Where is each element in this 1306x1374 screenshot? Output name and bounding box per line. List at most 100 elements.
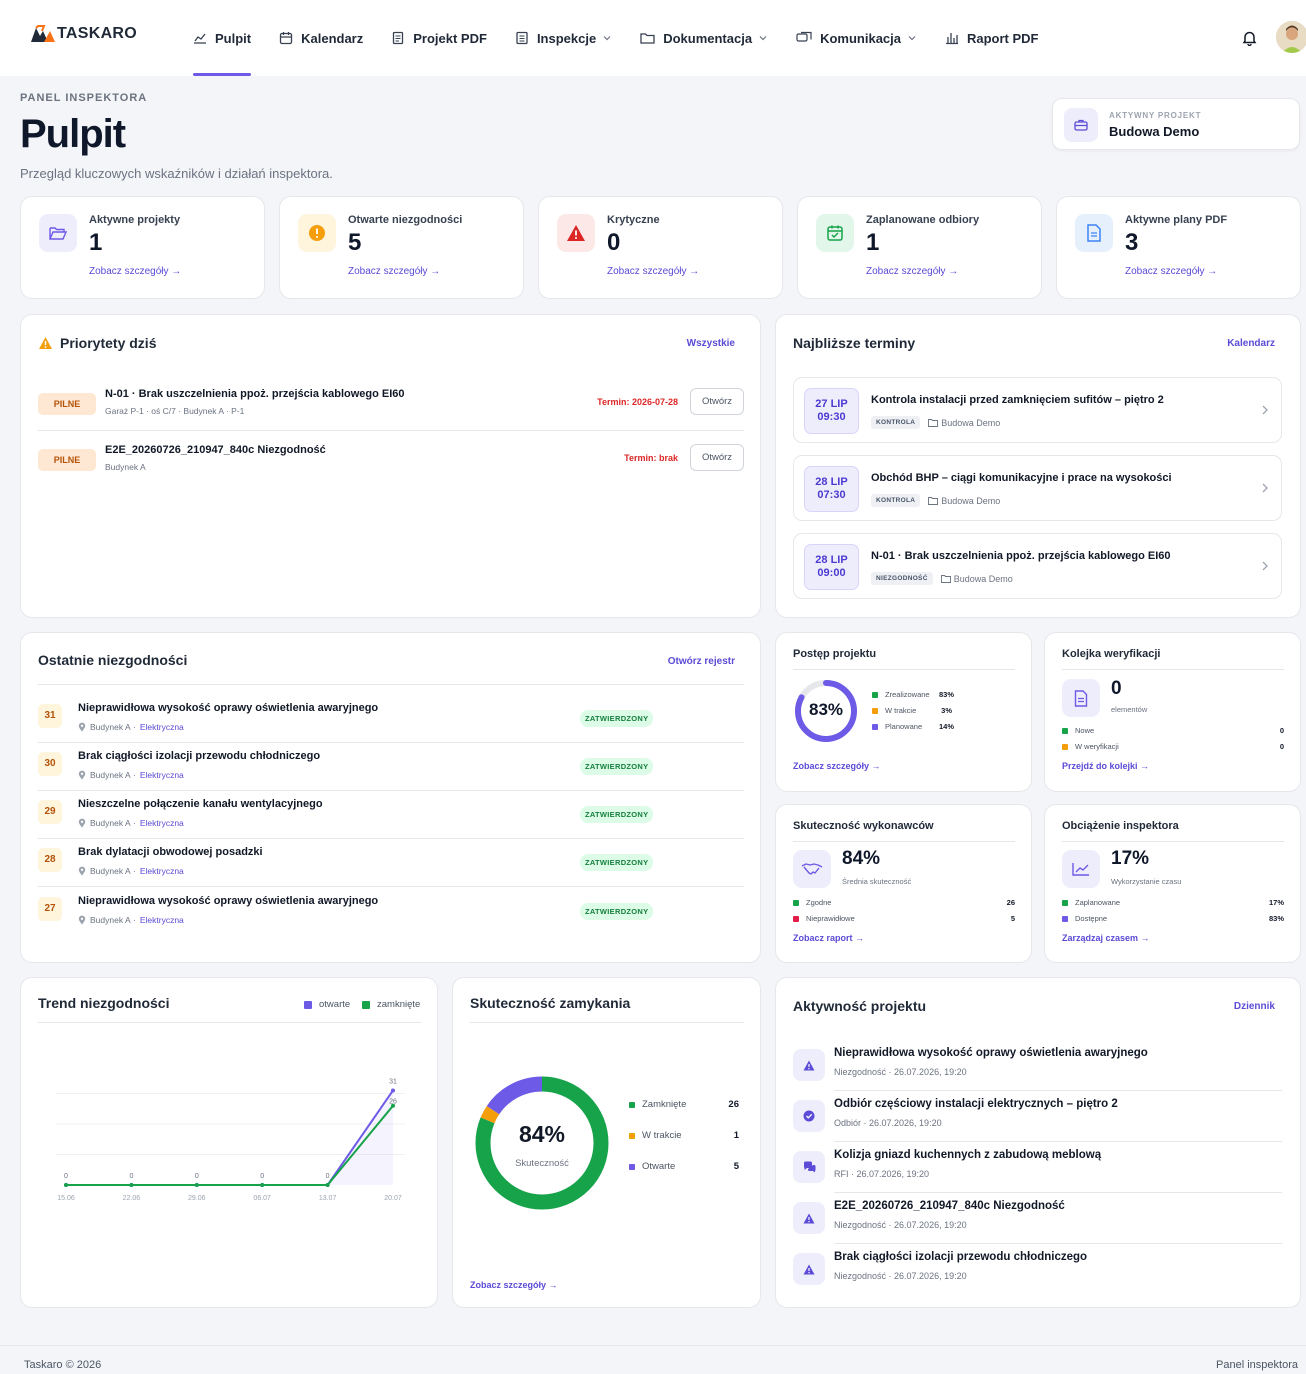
priorities-all-link[interactable]: Wszystkie bbox=[686, 338, 735, 349]
open-button[interactable]: Otwórz bbox=[690, 388, 744, 415]
queue-link[interactable]: Przejdź do kolejki → bbox=[1062, 761, 1150, 771]
deadline-item[interactable]: 27 LIP 09:30 Kontrola instalacji przed za… bbox=[793, 377, 1282, 443]
stat-details-link[interactable]: Zobacz szczegóły → bbox=[89, 266, 182, 277]
issue-row[interactable]: 31 Nieprawidłowa wysokość oprawy oświetl… bbox=[38, 694, 744, 742]
legend-label: Zaplanowane bbox=[1075, 898, 1121, 907]
contractors-title: Skuteczność wykonawców bbox=[793, 820, 934, 832]
stat-label: Zaplanowane odbiory bbox=[866, 214, 980, 226]
activity-item-meta: Odbiór · 26.07.2026, 19:20 bbox=[834, 1118, 942, 1128]
priority-item[interactable]: PILNE N-01 · Brak uszczelnienia ppoż. pr… bbox=[38, 375, 744, 431]
nav-pulpit[interactable]: Pulpit bbox=[193, 0, 252, 76]
chevron-down-icon bbox=[759, 36, 767, 41]
divider bbox=[38, 790, 744, 791]
trend-card: Trend niezgodności otwarte zamknięte 15.… bbox=[20, 977, 438, 1308]
status-badge: ZATWIERDZONY bbox=[580, 758, 654, 775]
issue-number: 28 bbox=[38, 848, 62, 872]
deadline-time: 09:00 bbox=[817, 567, 846, 579]
activity-item[interactable]: Odbiór częściowy instalacji elektrycznyc… bbox=[793, 1090, 1282, 1141]
nav-dokumentacja[interactable]: Dokumentacja bbox=[640, 0, 768, 76]
issue-title: Nieszczelne połączenie kanału wentylacyj… bbox=[78, 798, 323, 810]
status-badge: ZATWIERDZONY bbox=[580, 903, 654, 920]
legend-value: 5 bbox=[1010, 914, 1015, 923]
queue-unit: elementów bbox=[1111, 705, 1148, 714]
nav-raport-pdf[interactable]: Raport PDF bbox=[945, 0, 1039, 76]
issue-location: Budynek A bbox=[90, 722, 131, 732]
location-pin-icon bbox=[78, 866, 86, 876]
data-point bbox=[260, 1183, 265, 1187]
calendar-link[interactable]: Kalendarz bbox=[1227, 338, 1275, 349]
issue-row[interactable]: 30 Brak ciągłości izolacji przewodu chło… bbox=[38, 742, 744, 790]
legend-value: 14% bbox=[938, 722, 954, 731]
stat-card-pdf-plans[interactable]: Aktywne plany PDF 3 Zobacz szczegóły → bbox=[1056, 196, 1301, 299]
date-box: 27 LIP 09:30 bbox=[804, 388, 859, 434]
legend-item: W trakcie 1 bbox=[629, 1130, 739, 1141]
issue-location: Budynek A bbox=[90, 866, 131, 876]
avatar[interactable] bbox=[1276, 21, 1306, 53]
contractors-unit: Średnia skuteczność bbox=[842, 877, 912, 886]
data-label: 0 bbox=[195, 1173, 199, 1180]
warning-icon bbox=[803, 1213, 815, 1223]
active-project-card[interactable]: AKTYWNY PROJEKT Budowa Demo bbox=[1052, 98, 1300, 150]
contractors-report-link[interactable]: Zobacz raport → bbox=[793, 933, 865, 943]
location-pin-icon bbox=[78, 722, 86, 732]
stat-details-link[interactable]: Zobacz szczegóły → bbox=[1125, 266, 1218, 277]
legend-value: 26 bbox=[1006, 898, 1015, 907]
legend-item: Otwarte 5 bbox=[629, 1161, 739, 1172]
nav-kalendarz[interactable]: Kalendarz bbox=[279, 0, 363, 76]
page-subtitle: Przegląd kluczowych wskaźników i działań… bbox=[20, 166, 333, 181]
deadline-item[interactable]: 28 LIP 09:00 N-01 · Brak uszczelnienia pp… bbox=[793, 533, 1282, 599]
divider bbox=[1062, 841, 1284, 842]
open-register-link[interactable]: Otwórz rejestr bbox=[667, 656, 735, 667]
priority-item[interactable]: PILNE E2E_20260726_210947_840c Niezgodno… bbox=[38, 431, 744, 487]
legend-value: 26 bbox=[728, 1099, 739, 1110]
alert-circle-icon bbox=[309, 225, 325, 241]
activity-icon-box bbox=[793, 1202, 825, 1234]
location-pin-icon bbox=[78, 915, 86, 925]
chevron-right-icon bbox=[1262, 561, 1268, 571]
queue-value: 0 bbox=[1111, 678, 1122, 699]
legend-item: Planowane 14% bbox=[872, 722, 954, 731]
stat-card-active-projects[interactable]: Aktywne projekty 1 Zobacz szczegóły → bbox=[20, 196, 265, 299]
issue-row[interactable]: 27 Nieprawidłowa wysokość oprawy oświetl… bbox=[38, 887, 744, 935]
stat-value: 0 bbox=[607, 229, 621, 256]
recent-issues-card: Ostatnie niezgodności Otwórz rejestr 31 … bbox=[20, 632, 761, 963]
stat-card-open-issues[interactable]: Otwarte niezgodności 5 Zobacz szczegóły … bbox=[279, 196, 524, 299]
issue-category: Elektryczna bbox=[139, 866, 184, 876]
stat-details-link[interactable]: Zobacz szczegóły → bbox=[866, 266, 959, 277]
closing-details-link[interactable]: Zobacz szczegóły → bbox=[470, 1280, 558, 1290]
nav-label: Raport PDF bbox=[967, 30, 1039, 46]
issue-meta: Budynek A · Elektryczna bbox=[78, 770, 184, 780]
priority-title: N-01 · Brak uszczelnienia ppoż. przejści… bbox=[105, 388, 405, 400]
nav-komunikacja[interactable]: Komunikacja bbox=[796, 0, 917, 76]
activity-item[interactable]: Nieprawidłowa wysokość oprawy oświetleni… bbox=[793, 1039, 1282, 1090]
stat-card-critical[interactable]: Krytyczne 0 Zobacz szczegóły → bbox=[538, 196, 783, 299]
divider bbox=[38, 684, 744, 685]
legend-label: Zgodne bbox=[806, 898, 832, 907]
open-button[interactable]: Otwórz bbox=[690, 444, 744, 471]
issue-title: Nieprawidłowa wysokość oprawy oświetleni… bbox=[78, 702, 379, 714]
x-tick-label: 06.07 bbox=[253, 1195, 271, 1202]
log-link[interactable]: Dziennik bbox=[1233, 1001, 1275, 1012]
legend-value: 0 bbox=[1279, 742, 1284, 751]
activity-item[interactable]: E2E_20260726_210947_840c Niezgodność Nie… bbox=[793, 1192, 1282, 1243]
bell-icon[interactable] bbox=[1242, 30, 1257, 46]
top-bar: TASKARO Pulpit Kalendarz Projekt PDF Ins… bbox=[0, 0, 1306, 76]
deadline-item[interactable]: 28 LIP 07:30 Obchód BHP – ciągi komunikac… bbox=[793, 455, 1282, 521]
stat-details-link[interactable]: Zobacz szczegóły → bbox=[348, 266, 441, 277]
nav-inspekcje[interactable]: Inspekcje bbox=[515, 0, 612, 76]
stat-card-scheduled-acceptances[interactable]: Zaplanowane odbiory 1 Zobacz szczegóły → bbox=[797, 196, 1042, 299]
contractors-icon-box bbox=[793, 850, 831, 888]
nav-projekt-pdf[interactable]: Projekt PDF bbox=[391, 0, 487, 76]
legend-label: W trakcie bbox=[642, 1130, 682, 1141]
issue-row[interactable]: 28 Brak dylatacji obwodowej posadzki Bud… bbox=[38, 838, 744, 886]
issue-row[interactable]: 29 Nieszczelne połączenie kanału wentyla… bbox=[38, 790, 744, 838]
stat-details-link[interactable]: Zobacz szczegóły → bbox=[607, 266, 700, 277]
brand-logo[interactable]: TASKARO bbox=[30, 25, 137, 43]
progress-details-link[interactable]: Zobacz szczegóły → bbox=[793, 761, 881, 771]
stat-label: Otwarte niezgodności bbox=[348, 214, 463, 226]
workload-link[interactable]: Zarządzaj czasem → bbox=[1062, 933, 1150, 943]
issue-category: Elektryczna bbox=[139, 915, 184, 925]
legend-label: Dostępne bbox=[1075, 914, 1108, 923]
activity-item[interactable]: Brak ciągłości izolacji przewodu chłodni… bbox=[793, 1243, 1282, 1294]
activity-item[interactable]: Kolizja gniazd kuchennych z zabudową meb… bbox=[793, 1141, 1282, 1192]
